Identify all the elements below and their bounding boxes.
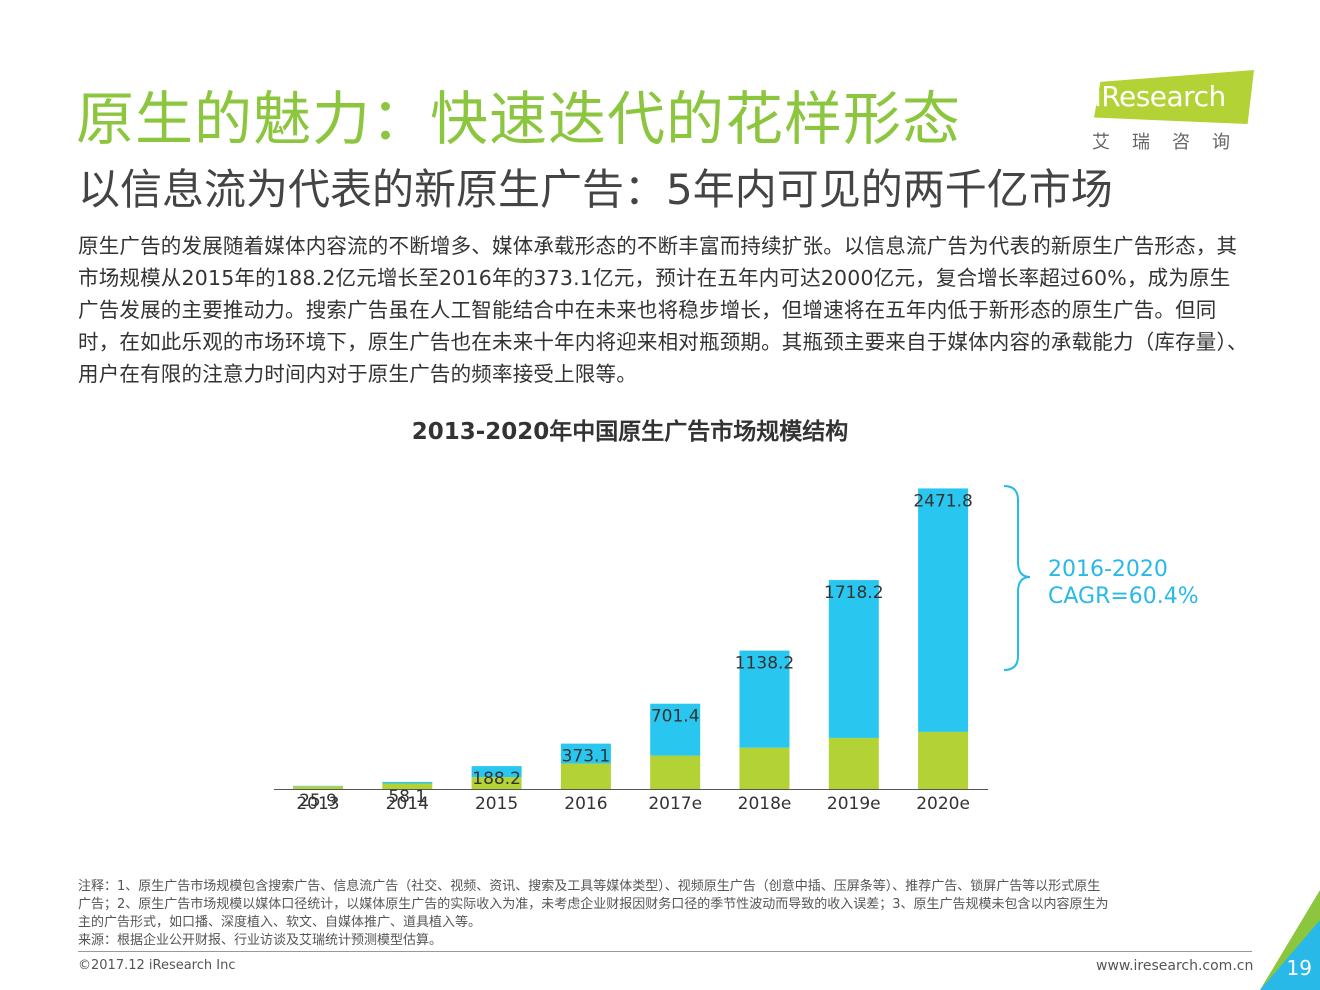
bar-segment-lower <box>918 731 969 789</box>
bar-segment-upper <box>739 650 790 748</box>
bar-segment-lower <box>739 747 790 789</box>
iresearch-logo: iResearch 艾瑞咨询 <box>1088 70 1258 154</box>
source-line: 来源：根据企业公开财报、行业访谈及艾瑞统计预测模型估算。 <box>78 933 443 948</box>
cagr-bracket <box>1003 485 1031 671</box>
page-subtitle: 以信息流为代表的新原生广告：5年内可见的两千亿市场 <box>78 165 1113 214</box>
bar-segment-upper <box>918 488 969 732</box>
x-tick-label: 2019e <box>827 794 881 814</box>
note-line: 注释：1、原生广告市场规模包含搜索广告、信息流广告（社交、视频、资讯、搜索及工具… <box>78 879 1101 894</box>
data-label: 1718.2 <box>824 583 883 603</box>
cagr-annotation: 2016-2020 CAGR=60.4% <box>1048 556 1199 610</box>
logo-chinese-name: 艾瑞咨询 <box>1092 132 1252 153</box>
bar-segment-lower <box>471 777 522 789</box>
note-line: 主的广告形式，如口播、深度植入、软文、自媒体推广、道具植入等。 <box>78 915 482 930</box>
x-tick-label: 2020e <box>916 794 970 814</box>
bar-segment-lower <box>382 783 433 789</box>
cagr-period: 2016-2020 <box>1048 557 1168 582</box>
x-tick-label: 2014 <box>386 794 429 814</box>
bar-segment-lower <box>650 755 701 789</box>
bar-segment-lower <box>560 763 611 789</box>
bar-segment-upper <box>471 766 522 778</box>
data-label: 701.4 <box>651 707 700 727</box>
footnotes: 注释：1、原生广告市场规模包含搜索广告、信息流广告（社交、视频、资讯、搜索及工具… <box>78 878 1250 950</box>
body-paragraph: 原生广告的发展随着媒体内容流的不断增多、媒体承载形态的不断丰富而持续扩张。以信息… <box>78 234 1248 386</box>
data-label: 25.9 <box>299 791 337 811</box>
page-number: 19 <box>1286 956 1312 980</box>
cagr-value: CAGR=60.4% <box>1048 584 1199 609</box>
x-tick-label: 2016 <box>564 794 607 814</box>
x-tick-label: 2013 <box>296 794 339 814</box>
data-label: 373.1 <box>562 747 611 767</box>
logo-text: iResearch <box>1094 80 1226 113</box>
data-label: 1138.2 <box>735 654 794 674</box>
x-tick-label: 2017e <box>648 794 702 814</box>
chart-title: 2013-2020年中国原生广告市场规模结构 <box>411 419 849 445</box>
x-tick-label: 2018e <box>738 794 792 814</box>
data-label: 188.2 <box>472 769 521 789</box>
page-corner-decoration: 19 <box>1260 890 1320 990</box>
x-tick-label: 2015 <box>475 794 518 814</box>
bar-segment-lower <box>293 786 343 789</box>
page-title: 原生的魅力：快速迭代的花样形态 <box>76 85 962 153</box>
data-label: 2471.8 <box>913 491 972 511</box>
note-line: 广告；2、原生广告市场规模以媒体口径统计，以媒体原生广告的实际收入为准，未考虑企… <box>78 897 1109 912</box>
data-label: 58.1 <box>388 787 426 807</box>
bar-segment-upper <box>382 781 433 784</box>
website-link[interactable]: www.iresearch.com.cn <box>1096 958 1254 974</box>
footer-divider <box>78 951 1252 952</box>
copyright: ©2017.12 iResearch Inc <box>78 958 236 973</box>
bar-segment-upper <box>560 743 611 764</box>
bar-segment-lower <box>828 737 879 789</box>
bar-segment-upper <box>650 703 701 756</box>
bar-segment-upper <box>828 580 879 738</box>
